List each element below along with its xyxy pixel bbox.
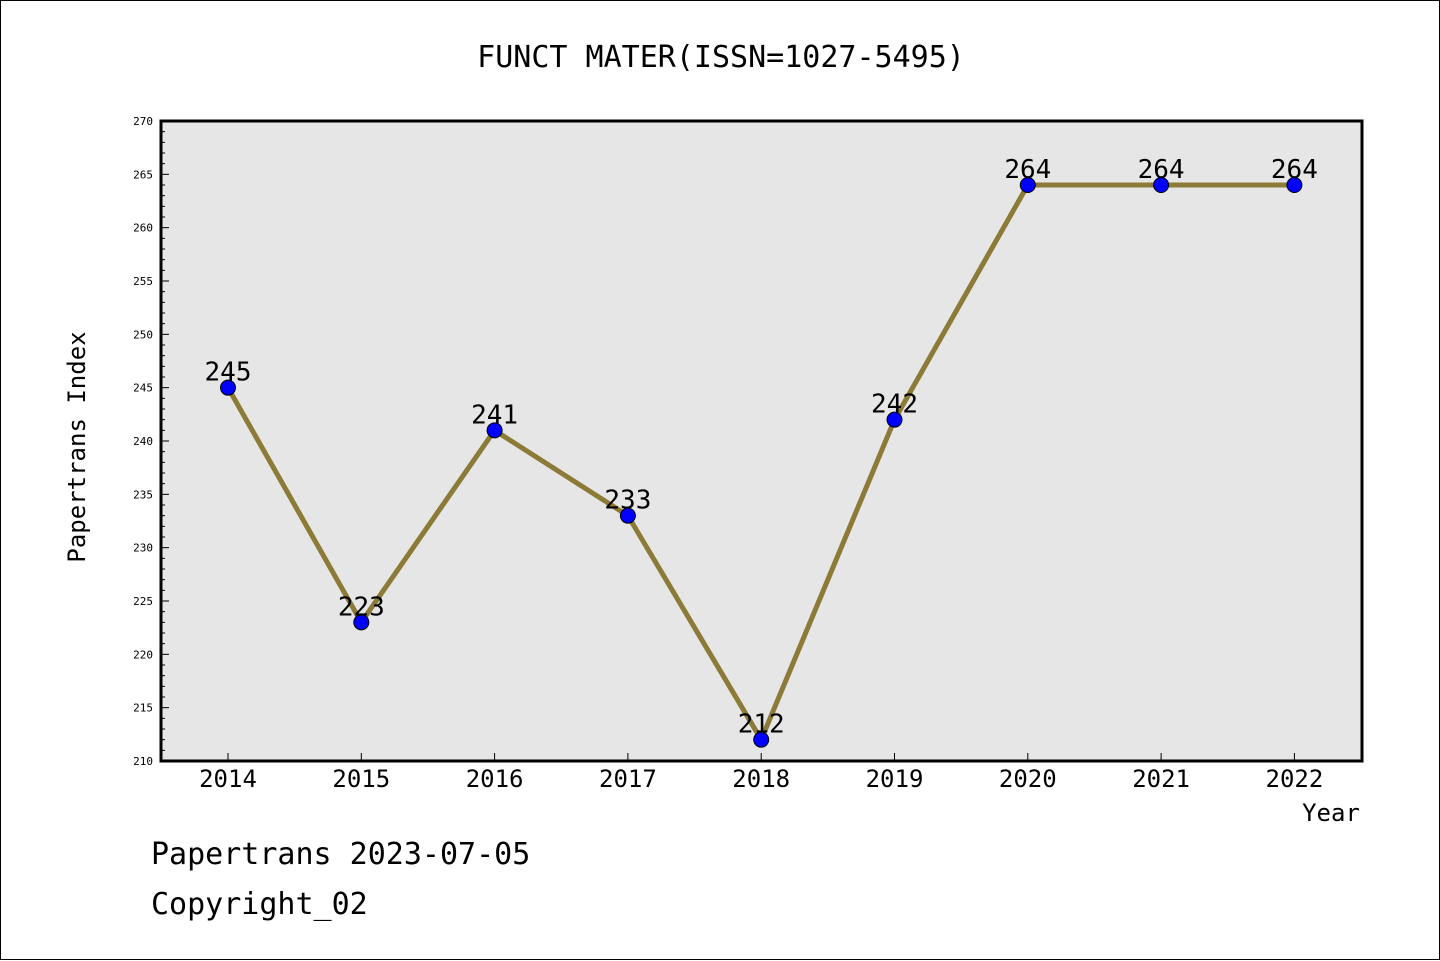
data-point [1153, 177, 1170, 193]
x-axis-label: Year [1302, 799, 1360, 827]
footer-copyright: Copyright_02 [151, 887, 368, 922]
data-point [619, 507, 636, 524]
x-tick-label: 2021 [1132, 765, 1190, 793]
y-tick-label: 250 [133, 328, 153, 341]
x-tick-label: 2014 [199, 765, 257, 793]
data-point [353, 614, 370, 631]
y-axis-label: Papertrans Index [63, 331, 91, 562]
y-tick-label: 215 [133, 702, 153, 715]
footer-date: Papertrans 2023-07-05 [151, 837, 531, 872]
data-label: 264 [1271, 155, 1318, 185]
data-point [1286, 177, 1303, 193]
data-labels: 245 223 241 233 212 242 264 264 264 [205, 155, 1318, 740]
y-tick-label: 235 [133, 488, 153, 501]
data-point [486, 422, 503, 439]
x-tick-label: 2017 [599, 765, 657, 793]
x-tick-label: 2015 [332, 765, 390, 793]
x-tick-label: 2019 [866, 765, 924, 793]
y-tick-label: 255 [133, 275, 153, 288]
data-label: 242 [871, 390, 918, 420]
x-axis: 2014 2015 2016 2017 2018 2019 2020 2021 2022 [199, 753, 1323, 793]
x-tick-label: 2018 [732, 765, 790, 793]
data-point [886, 411, 903, 428]
y-tick-label: 230 [133, 542, 153, 555]
x-tick-label: 2016 [466, 765, 524, 793]
data-label: 264 [1138, 155, 1185, 185]
y-tick-label: 240 [133, 435, 153, 448]
data-label: 212 [738, 710, 785, 740]
data-point [220, 379, 236, 396]
data-point [753, 731, 770, 748]
data-point [1019, 177, 1036, 193]
y-tick-label: 245 [133, 382, 153, 395]
x-tick-label: 2020 [999, 765, 1057, 793]
y-tick-label: 220 [133, 648, 153, 661]
y-tick-label: 265 [133, 168, 153, 181]
data-points [220, 177, 1303, 748]
data-label: 223 [338, 592, 385, 622]
y-tick-label: 210 [133, 755, 153, 768]
y-tick-label: 225 [133, 595, 153, 608]
data-label: 241 [471, 400, 518, 430]
data-label: 245 [205, 358, 252, 388]
y-tick-label: 260 [133, 222, 153, 235]
chart-title: FUNCT MATER(ISSN=1027-5495) [477, 40, 965, 75]
plot-area [161, 121, 1362, 761]
y-tick-label: 270 [133, 115, 153, 128]
x-tick-label: 2022 [1266, 765, 1324, 793]
plot-border [159, 119, 1364, 763]
data-label: 264 [1004, 155, 1051, 185]
data-label: 233 [604, 486, 651, 516]
y-axis: 210 215 220 225 230 235 240 245 250 255 260 265 270 [133, 115, 169, 768]
